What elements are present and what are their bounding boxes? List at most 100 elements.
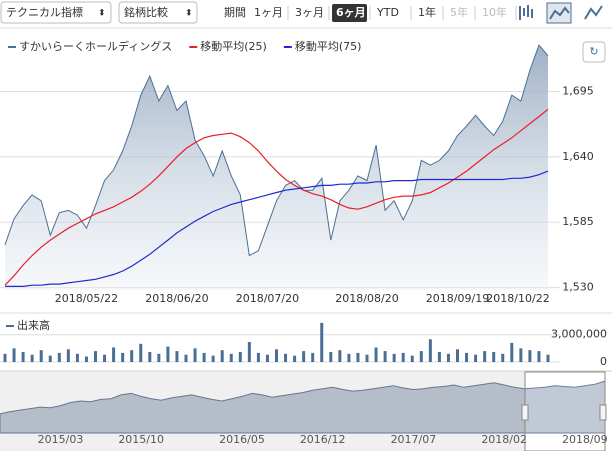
volume-bar: [193, 348, 197, 362]
technical-button[interactable]: [0, 1, 112, 24]
volume-bar: [202, 352, 206, 362]
legend-label: 移動平均(75): [295, 39, 362, 53]
volume-bar: [75, 353, 79, 362]
volume-bar: [293, 355, 297, 362]
period-button[interactable]: 3ヶ月: [295, 6, 324, 19]
navigator-unselected: [0, 372, 525, 451]
volume-bar: [383, 351, 387, 362]
y-tick-label: 3,000,000: [551, 328, 607, 341]
volume-bar: [39, 350, 43, 362]
volume-bar: [157, 353, 161, 362]
volume-bar: [338, 350, 342, 362]
volume-bar: [474, 354, 478, 362]
volume-bar: [510, 342, 514, 362]
volume-bar: [84, 356, 88, 362]
price-panel: 1,530 1,585 1,640 1,695 2018/05/22 2018/06/20…: [0, 39, 594, 305]
volume-bar: [410, 355, 414, 362]
nav-tick-label: 2017/07: [391, 433, 437, 446]
price-area: [5, 45, 548, 290]
x-tick-label: 2018/07/20: [236, 292, 299, 305]
volume-bar: [94, 351, 97, 362]
x-tick-label: 2018/05/22: [55, 292, 118, 305]
period-button[interactable]: 10年: [482, 5, 507, 19]
x-tick-label: 2018/09/19: [426, 292, 489, 305]
volume-bar: [229, 353, 233, 362]
period-label: 期間: [224, 6, 246, 19]
volume-bar: [528, 350, 532, 362]
volume-bar: [256, 352, 260, 362]
refresh-button[interactable]: [582, 41, 606, 63]
volume-bar: [238, 352, 242, 362]
volume-bar: [112, 347, 116, 362]
nav-tick-label: 2018/09: [562, 433, 608, 446]
series-line: [4, 44, 549, 257]
volume-bar: [465, 352, 469, 362]
volume-bar: [275, 349, 278, 362]
nav-tick-label: 2016/05: [219, 433, 265, 446]
period-selected: [332, 4, 367, 22]
nav-tick-label: 2016/12: [300, 433, 346, 446]
volume-bar: [329, 352, 333, 362]
volume-bar: [401, 352, 405, 362]
volume-bar: [456, 349, 459, 362]
dropdown-arrow: ⬍: [185, 9, 193, 19]
refresh-icon: ↻: [589, 45, 598, 58]
volume-bar: [365, 354, 369, 362]
volume-bar: [492, 352, 496, 362]
period-button[interactable]: 1年: [418, 5, 436, 19]
volume-bar: [347, 353, 351, 362]
dropdown-arrow: ⬍: [98, 9, 106, 19]
navigator-handle[interactable]: [599, 404, 607, 421]
navigator-area: [0, 380, 606, 434]
volume-bar: [30, 354, 34, 362]
legend-label: すかいらーくホールディングス: [19, 39, 172, 53]
navigator-handle[interactable]: [521, 404, 529, 421]
volume-bar: [12, 348, 16, 362]
volume-bar: [247, 342, 251, 362]
volume-bar: [148, 352, 152, 362]
volume-bar: [392, 353, 396, 362]
area-icon-line: [549, 6, 570, 20]
volume-panel: 0 3,000,000 出来高: [0, 318, 607, 368]
series-line: [5, 170, 549, 287]
nav-tick-label: 2015/03: [38, 433, 84, 446]
volume-bar: [184, 354, 188, 362]
x-tick-label: 2018/08/20: [335, 292, 398, 305]
x-tick-label: 2018/10/22: [486, 292, 549, 305]
chart-type-icons[interactable]: [519, 2, 603, 24]
volume-bar: [21, 352, 25, 362]
volume-bar: [437, 352, 441, 362]
y-tick-label: 1,530: [562, 281, 594, 294]
legend-label: 移動平均(25): [200, 39, 267, 53]
period-button[interactable]: 6ヶ月: [336, 6, 366, 19]
volume-bar: [211, 355, 215, 362]
series-line: [4, 108, 549, 286]
y-tick-label: 1,695: [562, 84, 594, 97]
volume-bar: [320, 322, 324, 362]
legend-label: 出来高: [17, 318, 50, 332]
period-button[interactable]: YTD: [376, 6, 399, 19]
volume-bar: [175, 351, 179, 362]
y-tick-label: 1,640: [562, 150, 594, 163]
volume-bar: [166, 346, 170, 362]
period-button[interactable]: 1ヶ月: [254, 6, 283, 19]
y-tick-label: 0: [600, 355, 607, 368]
y-tick-label: 1,585: [562, 215, 594, 228]
volume-bar: [48, 355, 52, 362]
x-tick-label: 2018/06/20: [145, 292, 208, 305]
line-icon[interactable]: [584, 5, 603, 20]
volume-bar: [374, 347, 378, 362]
volume-bar: [66, 349, 70, 362]
technical-label: テクニカル指標: [6, 5, 83, 19]
candle-icon[interactable]: [519, 5, 533, 20]
volume-bar: [220, 350, 224, 362]
volume-bar: [284, 353, 288, 362]
volume-bar: [546, 354, 550, 362]
volume-bar: [446, 353, 450, 362]
volume-bar: [130, 350, 134, 362]
compare-button[interactable]: [118, 1, 198, 24]
toolbar: テクニカル指標 ⬍ 銘柄比較 ⬍ 期間 1ヶ月 3ヶ月 6ヶ月 YTD 1年 5年 10年: [0, 1, 603, 24]
period-button[interactable]: 5年: [450, 5, 468, 19]
volume-bar: [302, 351, 306, 362]
